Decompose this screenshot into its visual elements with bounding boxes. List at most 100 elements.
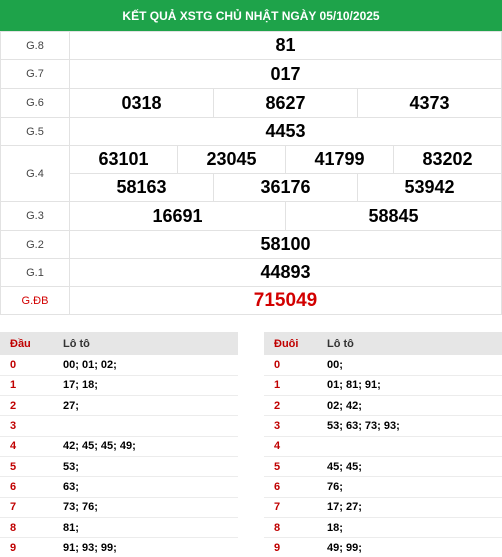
table-row: 6 63; — [0, 476, 238, 498]
loto-values: 73; 76; — [53, 497, 238, 518]
loto-values: 53; — [53, 456, 238, 478]
table-row: 6 76; — [264, 476, 502, 498]
table-row: 5 53; — [0, 456, 238, 478]
loto-values — [317, 436, 502, 457]
loto-values: 49; 99; — [317, 537, 502, 557]
loto-values: 01; 81; 91; — [317, 375, 502, 397]
loto-values: 17; 18; — [53, 375, 238, 397]
prize-row-g2: G.2 58100 — [0, 230, 502, 259]
duoi-digit: 3 — [264, 415, 317, 437]
prize-number: 8627 — [213, 88, 358, 118]
prize-number: 58845 — [285, 201, 502, 231]
table-row: 3 53; 63; 73; 93; — [264, 415, 502, 437]
table-row: 1 01; 81; 91; — [264, 375, 502, 397]
table-row: 9 91; 93; 99; — [0, 537, 238, 557]
results-title: KẾT QUẢ XSTG CHỦ NHẬT NGÀY 05/10/2025 — [0, 0, 502, 31]
duoi-digit: 4 — [264, 436, 317, 457]
prize-row-g1: G.1 44893 — [0, 258, 502, 287]
dau-digit: 5 — [0, 456, 53, 478]
dau-digit: 2 — [0, 395, 53, 417]
prize-number: 16691 — [69, 201, 286, 231]
dau-loto-table: Đầu Lô tô 0 00; 01; 02; 1 17; 18; 2 27; 3 4… — [0, 332, 238, 557]
dau-digit: 1 — [0, 375, 53, 397]
duoi-digit: 7 — [264, 497, 317, 518]
loto-values: 00; 01; 02; — [53, 355, 238, 376]
duoi-digit: 5 — [264, 456, 317, 478]
loto-column-header: Lô tô — [53, 332, 238, 355]
dau-digit: 9 — [0, 537, 53, 557]
prize-row-g4-second: 58163 36176 53942 — [1, 173, 502, 202]
prize-number: 4453 — [69, 117, 502, 146]
prize-row-special: G.ĐB 715049 — [0, 286, 502, 315]
duoi-digit: 6 — [264, 476, 317, 498]
table-row: 2 02; 42; — [264, 395, 502, 417]
loto-values: 42; 45; 45; 49; — [53, 436, 238, 457]
dau-digit: 7 — [0, 497, 53, 518]
prize-results-table: G.8 81 G.7 017 G.6 0318 8627 4373 G.5 44… — [0, 31, 502, 315]
loto-values: 53; 63; 73; 93; — [317, 415, 502, 437]
prize-label: G.4 — [0, 145, 70, 202]
loto-values: 91; 93; 99; — [53, 537, 238, 557]
prize-number: 83202 — [393, 145, 502, 174]
prize-label: G.5 — [0, 117, 70, 146]
loto-values: 00; — [317, 355, 502, 376]
table-row: 5 45; 45; — [264, 456, 502, 478]
table-row: 0 00; 01; 02; — [0, 355, 238, 376]
loto-values: 81; — [53, 517, 238, 539]
loto-column-header: Lô tô — [317, 332, 502, 355]
duoi-digit: 1 — [264, 375, 317, 397]
duoi-digit: 2 — [264, 395, 317, 417]
prize-number: 44893 — [69, 258, 502, 287]
table-row: 8 18; — [264, 517, 502, 539]
prize-number: 81 — [69, 31, 502, 60]
loto-values: 76; — [317, 476, 502, 498]
prize-row-g6: G.6 0318 8627 4373 — [0, 88, 502, 118]
loto-values — [53, 415, 238, 437]
table-row: 8 81; — [0, 517, 238, 539]
loto-values: 02; 42; — [317, 395, 502, 417]
duoi-digit: 8 — [264, 517, 317, 539]
loto-values: 27; — [53, 395, 238, 417]
prize-row-g3: G.3 16691 58845 — [0, 201, 502, 231]
prize-label: G.6 — [0, 88, 70, 118]
table-row: 7 17; 27; — [264, 497, 502, 518]
table-row: 7 73; 76; — [0, 497, 238, 518]
prize-number: 23045 — [177, 145, 286, 174]
loto-values: 63; — [53, 476, 238, 498]
duoi-column-header: Đuôi — [264, 332, 317, 355]
prize-number: 36176 — [213, 173, 358, 202]
prize-label: G.1 — [0, 258, 70, 287]
dau-digit: 6 — [0, 476, 53, 498]
loto-values: 18; — [317, 517, 502, 539]
prize-number: 4373 — [357, 88, 502, 118]
prize-number: 58163 — [69, 173, 214, 202]
prize-label: G.2 — [0, 230, 70, 259]
table-row: 4 — [264, 436, 502, 457]
prize-number: 41799 — [285, 145, 394, 174]
table-row: 3 — [0, 415, 238, 437]
dau-digit: 8 — [0, 517, 53, 539]
prize-row-g5: G.5 4453 — [0, 117, 502, 146]
loto-values: 45; 45; — [317, 456, 502, 478]
prize-row-g4-first: G.4 63101 23045 41799 83202 — [0, 145, 502, 202]
prize-label-special: G.ĐB — [0, 286, 70, 315]
prize-number-special: 715049 — [69, 286, 502, 315]
prize-label: G.8 — [0, 31, 70, 60]
table-row: 2 27; — [0, 395, 238, 417]
prize-label: G.3 — [0, 201, 70, 231]
table-row: 0 00; — [264, 355, 502, 376]
loto-values: 17; 27; — [317, 497, 502, 518]
prize-row-g7: G.7 017 — [0, 59, 502, 89]
prize-row-g8: G.8 81 — [0, 31, 502, 60]
prize-number: 017 — [69, 59, 502, 89]
dau-digit: 4 — [0, 436, 53, 457]
table-row: 4 42; 45; 45; 49; — [0, 436, 238, 457]
duoi-digit: 9 — [264, 537, 317, 557]
dau-column-header: Đầu — [0, 332, 53, 355]
prize-label: G.7 — [0, 59, 70, 89]
prize-number: 0318 — [69, 88, 214, 118]
dau-digit: 0 — [0, 355, 53, 376]
duoi-digit: 0 — [264, 355, 317, 376]
prize-number: 53942 — [357, 173, 502, 202]
table-row: 9 49; 99; — [264, 537, 502, 557]
